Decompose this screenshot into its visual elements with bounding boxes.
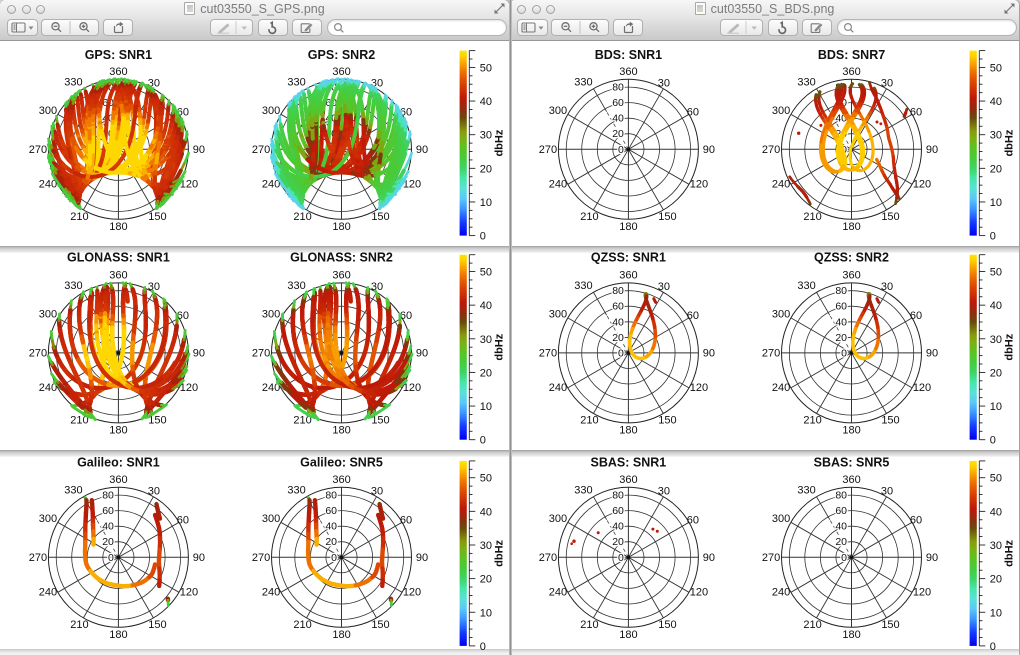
svg-text:SBAS: SNR5: SBAS: SNR5 — [814, 456, 890, 470]
svg-text:GPS: SNR1: GPS: SNR1 — [85, 48, 152, 62]
svg-text:Galileo: SNR5: Galileo: SNR5 — [300, 456, 383, 470]
svg-text:GPS: SNR2: GPS: SNR2 — [308, 48, 375, 62]
svg-text:Galileo: SNR1: Galileo: SNR1 — [77, 456, 160, 470]
svg-text:BDS: SNR1: BDS: SNR1 — [595, 48, 662, 62]
svg-text:BDS: SNR7: BDS: SNR7 — [818, 48, 885, 62]
svg-text:QZSS: SNR1: QZSS: SNR1 — [591, 251, 666, 265]
svg-text:GLONASS: SNR1: GLONASS: SNR1 — [67, 251, 170, 265]
svg-text:GLONASS: SNR2: GLONASS: SNR2 — [290, 251, 393, 265]
svg-text:QZSS: SNR2: QZSS: SNR2 — [814, 251, 889, 265]
svg-text:SBAS: SNR1: SBAS: SNR1 — [591, 456, 667, 470]
